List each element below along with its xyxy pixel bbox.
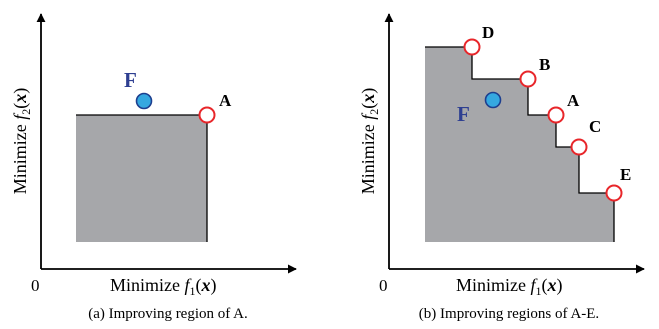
solution-point-d xyxy=(463,38,481,56)
solution-label-e: E xyxy=(620,165,631,184)
solution-label-c: C xyxy=(589,117,601,136)
y-axis-label-b: Minimize f2(x) xyxy=(358,88,381,195)
solution-label-a-b: A xyxy=(567,91,580,110)
origin-label-b: 0 xyxy=(379,276,388,295)
caption-b: (b) Improving regions of A-E. xyxy=(419,306,599,322)
solution-point-b xyxy=(519,70,537,88)
caption-a: (a) Improving region of A. xyxy=(88,306,248,322)
solution-point-e xyxy=(605,184,623,202)
solution-label-d: D xyxy=(482,23,494,42)
panel-a: 0 Minimize f1(x) Minimize f2(x) F A (a) … xyxy=(10,13,297,322)
reference-point-f-b xyxy=(484,91,502,109)
solution-point-a xyxy=(198,106,216,124)
solution-point-c xyxy=(570,138,588,156)
improving-region-union xyxy=(425,47,614,242)
panel-b: 0 Minimize f1(x) Minimize f2(x) F D B A … xyxy=(358,13,645,322)
x-axis-label-a: Minimize f1(x) xyxy=(110,275,217,298)
origin-label-a: 0 xyxy=(31,276,40,295)
solution-label-a: A xyxy=(219,91,232,110)
reference-point-f-a xyxy=(135,92,153,110)
solution-point-a-b xyxy=(547,106,565,124)
reference-label-f-a: F xyxy=(124,68,137,92)
solution-label-b: B xyxy=(539,55,550,74)
improving-region-a xyxy=(76,115,207,242)
y-axis-label-a: Minimize f2(x) xyxy=(10,88,33,195)
reference-label-f-b: F xyxy=(457,102,470,126)
x-axis-label-b: Minimize f1(x) xyxy=(456,275,563,298)
